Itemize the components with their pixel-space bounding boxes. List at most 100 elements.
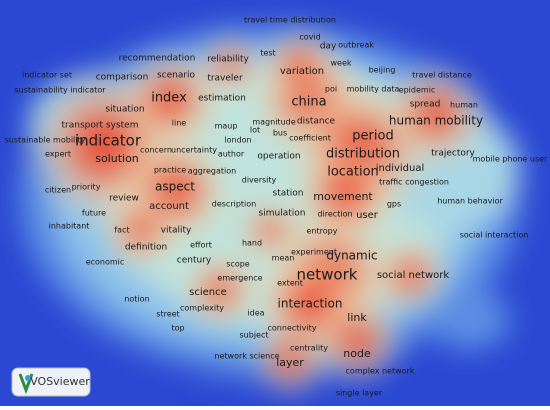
- term-label: extent: [277, 279, 303, 288]
- term-label: notion: [124, 295, 149, 304]
- term-label: author: [218, 150, 245, 159]
- density-peak: [372, 237, 448, 313]
- term-label: node: [343, 347, 371, 360]
- term-label: human mobility: [389, 114, 483, 128]
- density-peak: [117, 47, 223, 153]
- term-label: social network: [377, 270, 450, 281]
- term-label: estimation: [198, 94, 246, 104]
- term-label: entropy: [307, 227, 338, 236]
- term-label: hand: [242, 239, 262, 248]
- term-label: account: [149, 201, 189, 212]
- term-label: connectivity: [268, 324, 317, 333]
- term-label: spread: [410, 100, 441, 110]
- term-label: situation: [105, 105, 144, 115]
- term-label: reliability: [207, 55, 249, 65]
- term-label: covid: [299, 33, 320, 42]
- term-label: variation: [280, 66, 324, 77]
- term-label: location: [327, 165, 379, 180]
- density-peaks: [22, 27, 488, 398]
- term-label: line: [172, 119, 187, 128]
- term-label: priority: [72, 183, 101, 192]
- density-peak: [252, 322, 328, 398]
- term-label: operation: [257, 152, 300, 162]
- term-label: citizen: [45, 186, 71, 195]
- term-label: scenario: [157, 71, 196, 81]
- term-label: distribution: [326, 147, 400, 162]
- term-label: london: [224, 136, 251, 145]
- term-label: distance: [297, 117, 336, 127]
- term-label: day: [320, 42, 337, 52]
- term-label: description: [212, 200, 256, 209]
- term-label: dynamic: [326, 249, 377, 263]
- term-label: interaction: [278, 297, 343, 311]
- term-label: concern: [140, 146, 172, 155]
- term-label: science: [189, 287, 227, 298]
- term-label: network science: [214, 352, 279, 361]
- term-label: street: [156, 310, 179, 319]
- term-label: movement: [313, 190, 373, 203]
- term-label: epidemic: [399, 86, 436, 95]
- term-label: uncertainty: [171, 146, 217, 155]
- term-label: single layer: [336, 389, 383, 398]
- term-label: test: [260, 49, 275, 58]
- term-label: individual: [376, 163, 425, 174]
- term-label: vitality: [161, 226, 192, 236]
- term-label: maup: [215, 122, 238, 131]
- term-label: definition: [125, 243, 167, 253]
- term-label: human behavior: [437, 197, 503, 206]
- term-label: sustainability indicator: [14, 86, 106, 95]
- term-label: travel distance: [412, 71, 472, 80]
- term-label: network: [297, 266, 358, 284]
- density-peak: [102, 192, 178, 268]
- term-label: subject: [240, 331, 269, 340]
- term-label: fact: [114, 226, 129, 235]
- term-label: diversity: [242, 176, 277, 185]
- term-label: practice: [154, 166, 186, 175]
- term-label: mobile phone user: [473, 155, 548, 164]
- term-label: magnitude: [252, 118, 295, 127]
- term-label: future: [82, 209, 106, 218]
- term-label: trajectory: [431, 149, 475, 159]
- term-label: solution: [95, 152, 139, 165]
- term-label: gps: [387, 200, 401, 209]
- term-label: link: [347, 311, 367, 324]
- term-label: china: [291, 95, 326, 110]
- term-label: station: [273, 189, 304, 199]
- logo: VOSviewer: [11, 367, 91, 397]
- term-label: complex network: [346, 367, 415, 376]
- density-peak: [312, 295, 402, 385]
- term-label: index: [151, 91, 187, 106]
- term-label: aspect: [155, 180, 195, 194]
- term-label: review: [109, 194, 139, 204]
- logo-dot: [25, 375, 31, 381]
- term-label: inhabitant: [49, 222, 90, 231]
- term-label: sustainable mobility: [5, 136, 86, 145]
- density-peak: [240, 200, 300, 260]
- term-label: traffic congestion: [379, 178, 449, 187]
- term-label: effort: [190, 241, 212, 250]
- density-peak: [382, 62, 488, 168]
- term-label: human: [450, 101, 478, 110]
- term-label: complexity: [180, 304, 224, 313]
- term-label: centrality: [290, 344, 328, 353]
- term-label: travel time distribution: [244, 16, 336, 25]
- term-label: poi: [325, 85, 337, 94]
- term-label: recommendation: [119, 54, 196, 64]
- term-label: mobility data: [347, 85, 400, 94]
- term-label: transport system: [62, 121, 139, 131]
- term-label: expert: [45, 150, 71, 159]
- term-label: period: [352, 129, 393, 144]
- logo-text: VOSviewer: [30, 375, 90, 388]
- term-label: economic: [86, 258, 125, 267]
- term-label: lot: [250, 126, 260, 135]
- term-label: social interaction: [460, 231, 529, 240]
- term-labels: travel time distribution covid test day outb…: [5, 16, 548, 398]
- term-label: layer: [276, 356, 304, 369]
- term-label: traveler: [207, 74, 243, 84]
- term-label: bus: [273, 129, 287, 138]
- term-label: emergence: [217, 274, 262, 283]
- term-label: outbreak: [338, 41, 374, 50]
- term-label: indicator set: [22, 71, 72, 80]
- term-label: idea: [247, 309, 264, 318]
